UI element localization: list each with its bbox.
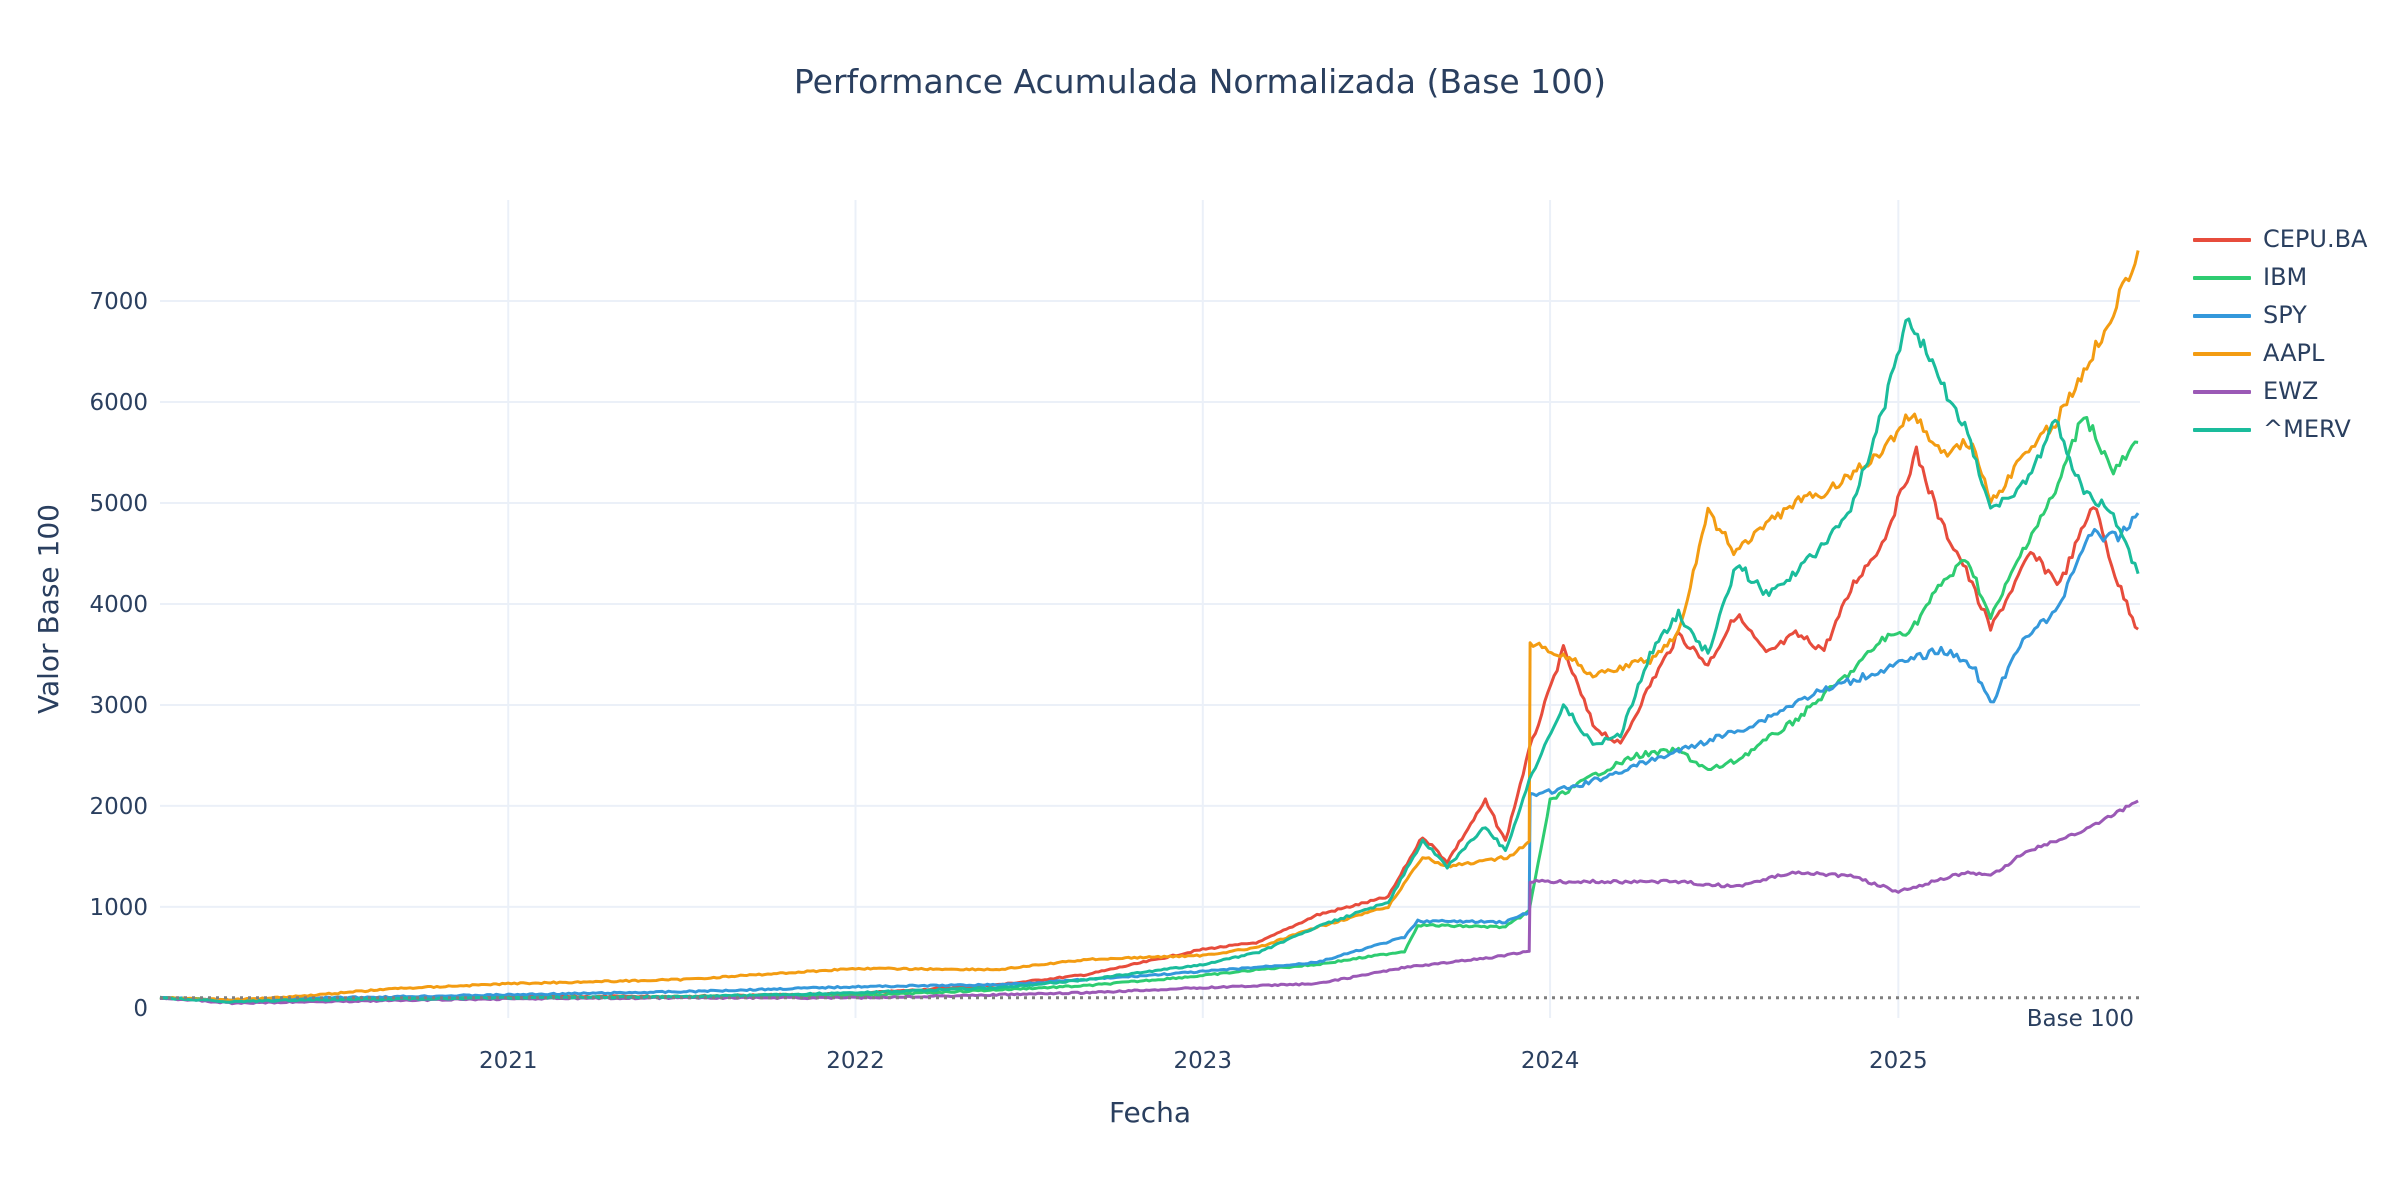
legend: CEPU.BA IBM SPY AAPL EWZ ^MERV bbox=[2193, 220, 2367, 448]
y-axis-ticks: 0 1000 2000 3000 4000 5000 6000 7000 bbox=[89, 289, 148, 1022]
y-tick-label: 1000 bbox=[89, 895, 148, 921]
legend-swatch bbox=[2193, 428, 2251, 432]
series-lines bbox=[159, 250, 2140, 1006]
legend-item-merv[interactable]: ^MERV bbox=[2193, 410, 2367, 448]
y-tick-label: 0 bbox=[133, 996, 148, 1022]
series-line-spy bbox=[160, 512, 2140, 1003]
series-line-ewz bbox=[159, 799, 2139, 1006]
y-tick-label: 3000 bbox=[89, 693, 148, 719]
legend-label: SPY bbox=[2263, 301, 2307, 329]
series-line-ibm bbox=[159, 416, 2139, 1003]
legend-item-aapl[interactable]: AAPL bbox=[2193, 334, 2367, 372]
y-tick-label: 6000 bbox=[89, 390, 148, 416]
y-tick-label: 5000 bbox=[89, 491, 148, 517]
x-axis-title: Fecha bbox=[1109, 1096, 1191, 1129]
x-tick-label: 2022 bbox=[826, 1048, 885, 1074]
legend-label: ^MERV bbox=[2263, 415, 2351, 443]
legend-swatch bbox=[2193, 314, 2251, 318]
x-tick-label: 2025 bbox=[1869, 1048, 1928, 1074]
x-tick-label: 2021 bbox=[479, 1048, 538, 1074]
legend-swatch bbox=[2193, 238, 2251, 242]
base-100-label: Base 100 bbox=[2027, 1006, 2134, 1032]
legend-label: IBM bbox=[2263, 263, 2308, 291]
y-axis-title: Valor Base 100 bbox=[32, 504, 65, 714]
legend-item-ibm[interactable]: IBM bbox=[2193, 258, 2367, 296]
y-tick-label: 2000 bbox=[89, 794, 148, 820]
x-tick-label: 2023 bbox=[1174, 1048, 1233, 1074]
legend-swatch bbox=[2193, 390, 2251, 394]
grid bbox=[160, 200, 2140, 1018]
legend-label: AAPL bbox=[2263, 339, 2325, 367]
x-axis-ticks: 2021 2022 2023 2024 2025 bbox=[479, 1048, 1928, 1074]
legend-label: EWZ bbox=[2263, 377, 2319, 405]
x-tick-label: 2024 bbox=[1521, 1048, 1580, 1074]
series-line-merv bbox=[159, 317, 2140, 1004]
legend-label: CEPU.BA bbox=[2263, 225, 2368, 253]
series-line-aapl bbox=[159, 250, 2140, 1002]
legend-swatch bbox=[2193, 352, 2251, 356]
legend-item-ewz[interactable]: EWZ bbox=[2193, 372, 2367, 410]
legend-item-spy[interactable]: SPY bbox=[2193, 296, 2367, 334]
legend-item-cepuba[interactable]: CEPU.BA bbox=[2193, 220, 2367, 258]
series-line-cepuba bbox=[159, 445, 2139, 1003]
legend-swatch bbox=[2193, 276, 2251, 280]
reference-line: Base 100 bbox=[160, 996, 2140, 1032]
y-tick-label: 4000 bbox=[89, 592, 148, 618]
chart-title: Performance Acumulada Normalizada (Base … bbox=[793, 62, 1607, 101]
y-tick-label: 7000 bbox=[89, 289, 148, 315]
